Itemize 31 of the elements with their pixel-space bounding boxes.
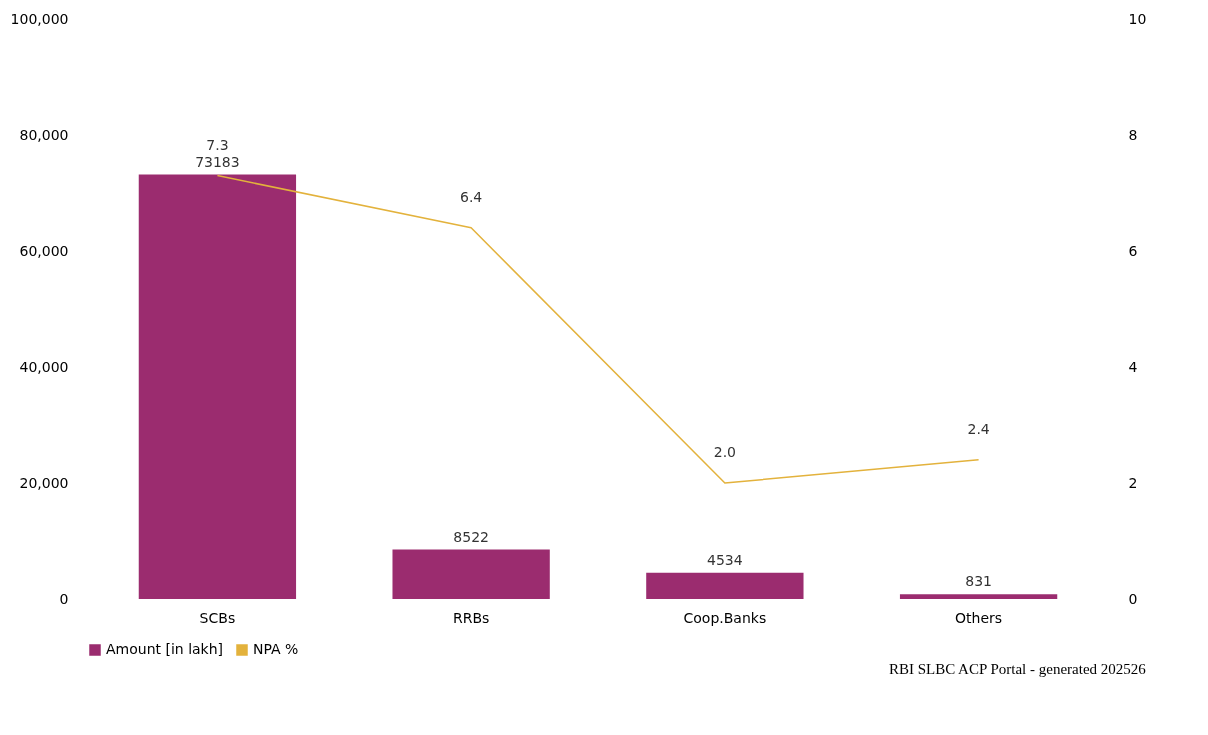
y2-tick-label: 6 — [1128, 242, 1138, 259]
y-tick-label: 80,000 — [19, 126, 69, 143]
legend-label: Amount [in lakh] — [106, 641, 224, 657]
data-label: 7.3 — [206, 136, 229, 153]
bar — [646, 572, 804, 599]
data-label: 8522 — [453, 528, 489, 545]
y-tick-label: 40,000 — [19, 358, 69, 375]
y-tick-label: 100,000 — [10, 10, 69, 27]
data-label: 6.4 — [460, 188, 483, 205]
x-tick-label: Others — [955, 609, 1003, 626]
x-tick-label: SCBs — [199, 609, 236, 626]
y2-tick-label: 8 — [1128, 126, 1138, 143]
legend-label: NPA % — [253, 641, 299, 657]
x-tick-label: Coop.Banks — [683, 609, 767, 626]
text: RBI SLBC ACP Portal - generated 202526 — [888, 661, 1147, 677]
data-label: 4534 — [707, 551, 743, 568]
y-tick-label: 20,000 — [19, 474, 69, 491]
data-label: 73183 — [195, 153, 240, 170]
data-label: 2.4 — [967, 420, 990, 437]
bar — [899, 594, 1058, 599]
y2-tick-label: 0 — [1128, 590, 1138, 607]
y2-tick-label: 2 — [1128, 474, 1138, 491]
y-tick-label: 60,000 — [19, 242, 69, 259]
bar — [138, 174, 297, 599]
y2-tick-label: 10 — [1128, 10, 1147, 27]
bar — [392, 549, 550, 599]
x-tick-label: RRBs — [452, 609, 490, 626]
data-label: 831 — [965, 573, 992, 590]
y2-tick-label: 4 — [1128, 358, 1138, 375]
data-label: 2.0 — [713, 444, 736, 460]
y-tick-label: 0 — [59, 590, 69, 607]
